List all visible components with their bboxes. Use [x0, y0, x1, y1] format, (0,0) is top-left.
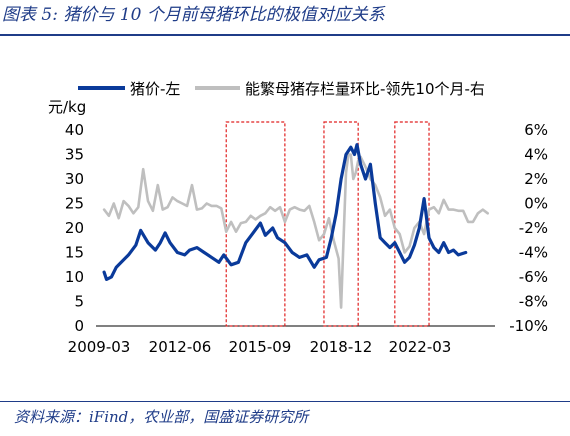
series-line-pig-price — [102, 143, 468, 281]
y-left-tick-label: 25 — [65, 195, 84, 213]
x-tick-label: 2015-09 — [229, 338, 292, 356]
highlight-window — [225, 121, 286, 327]
y-left-tick-label: 10 — [65, 268, 84, 286]
y-left-tick-label: 15 — [65, 244, 84, 262]
y-left-tick-label: 20 — [65, 219, 84, 237]
legend: 猪价-左 能繁母猪存栏量环比-领先10个月-右 — [78, 80, 485, 98]
y-right-tick-label: 4% — [524, 146, 548, 164]
highlight-window — [394, 121, 430, 327]
footer-divider — [0, 401, 570, 402]
title-divider — [0, 34, 570, 36]
y-right-tick-label: 6% — [524, 121, 548, 139]
y-right-tick-label: 0% — [524, 195, 548, 213]
x-tick-label: 2022-03 — [389, 338, 452, 356]
y-axis-label-left: 元/kg — [48, 98, 86, 116]
y-right-tick-label: -4% — [519, 244, 548, 262]
y-axis-left: 0 5 10 15 20 25 30 35 40 — [65, 121, 84, 335]
y-right-tick-label: -10% — [509, 317, 548, 335]
y-right-tick-label: 2% — [524, 170, 548, 188]
series-group — [102, 143, 490, 309]
x-tick-label: 2009-03 — [68, 338, 131, 356]
chart: 猪价-左 能繁母猪存栏量环比-领先10个月-右 元/kg 0 5 10 15 20 25 30… — [48, 80, 548, 356]
y-axis-right: -10% -8% -6% -4% -2% 0% 2% 4% 6% — [509, 121, 548, 335]
y-left-tick-label: 40 — [65, 121, 84, 139]
x-tick-label: 2018-12 — [310, 338, 373, 356]
x-tick-label: 2012-06 — [149, 338, 212, 356]
source-note: 资料来源：iFind，农业部，国盛证券研究所 — [14, 408, 309, 426]
y-left-tick-label: 35 — [65, 146, 84, 164]
highlight-windows — [225, 121, 430, 327]
y-left-tick-label: 5 — [74, 293, 84, 311]
legend-label-sow-inventory: 能繁母猪存栏量环比-领先10个月-右 — [245, 80, 485, 98]
x-axis: 2009-03 2012-06 2015-09 2018-12 2022-03 — [68, 338, 452, 356]
series-line-sow-inventory — [102, 153, 490, 309]
y-left-tick-label: 0 — [74, 317, 84, 335]
legend-label-pig-price: 猪价-左 — [130, 80, 180, 98]
y-right-tick-label: -8% — [519, 293, 548, 311]
highlight-window — [323, 121, 359, 327]
page-title: 图表 5: 猪价与 10 个月前母猪环比的极值对应关系 — [2, 5, 385, 25]
y-right-tick-label: -6% — [519, 268, 548, 286]
y-left-tick-label: 30 — [65, 170, 84, 188]
y-right-tick-label: -2% — [519, 219, 548, 237]
